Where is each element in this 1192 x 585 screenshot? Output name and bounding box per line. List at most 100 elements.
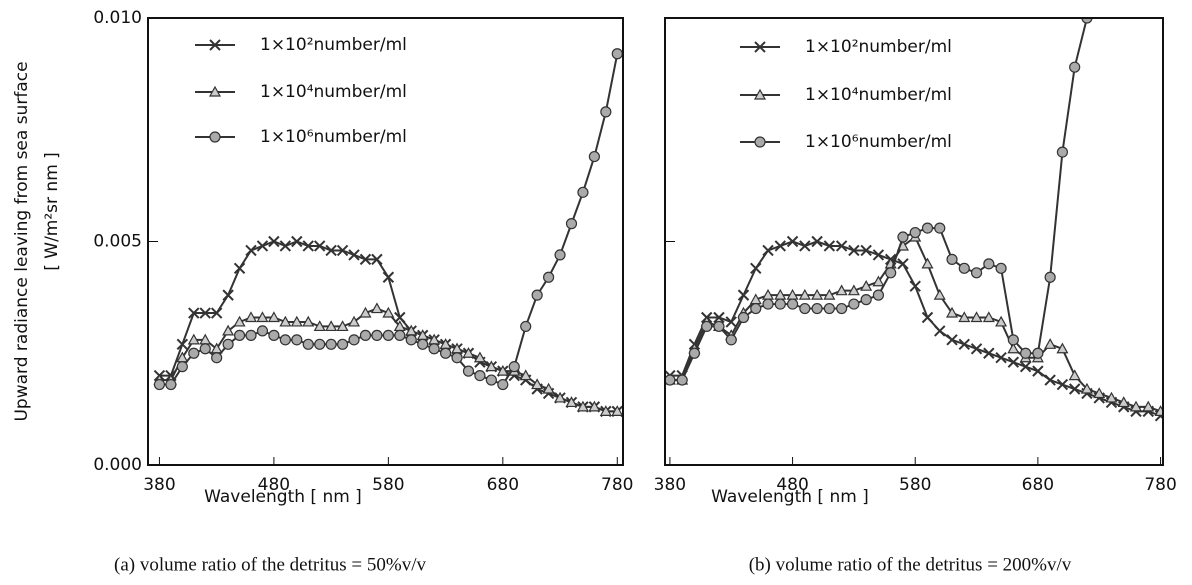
point: [885, 267, 897, 279]
point: [934, 325, 946, 337]
point: [860, 244, 872, 257]
point: [188, 347, 200, 359]
point: [208, 85, 222, 97]
point: [336, 244, 349, 257]
point: [359, 253, 372, 266]
point: [909, 226, 921, 239]
point: [233, 315, 246, 327]
point: [762, 298, 774, 310]
point: [245, 244, 257, 257]
point: [774, 298, 786, 310]
point: [983, 258, 995, 270]
point: [473, 351, 486, 363]
point: [199, 343, 211, 355]
point: [371, 253, 383, 266]
point: [577, 186, 589, 198]
x-axis-title: Wavelength [ nm ]: [204, 487, 362, 507]
point: [1056, 378, 1069, 391]
point: [995, 352, 1007, 364]
point: [1056, 146, 1069, 158]
point: [754, 136, 766, 148]
point: [554, 391, 567, 403]
point: [279, 240, 292, 252]
point: [325, 338, 337, 350]
point: [359, 306, 372, 318]
x-tick-label: 580: [899, 475, 931, 495]
point: [474, 370, 486, 382]
point: [713, 311, 725, 324]
point: [370, 302, 383, 314]
point: [823, 302, 835, 315]
point: [860, 279, 873, 291]
point: [268, 329, 280, 341]
y-axis-title: Upward radiance leaving from sea surface: [12, 61, 32, 421]
point: [1068, 383, 1081, 395]
point: [576, 400, 589, 412]
point: [823, 240, 836, 252]
point: [897, 258, 909, 270]
point: [462, 365, 475, 377]
point: [199, 307, 211, 319]
point: [233, 329, 246, 341]
point: [995, 315, 1008, 327]
point: [811, 235, 823, 248]
point: [290, 315, 303, 327]
point: [983, 347, 995, 359]
point: [210, 307, 223, 319]
point: [1069, 61, 1081, 73]
point: [371, 329, 383, 341]
y-axis-unit: [ W/m²sr nm ]: [42, 152, 62, 271]
point: [382, 329, 394, 341]
point: [1007, 334, 1019, 346]
point: [417, 338, 429, 350]
point: [325, 320, 338, 332]
point: [302, 315, 315, 327]
point: [279, 334, 291, 346]
point: [1007, 342, 1020, 354]
x-tick-label: 580: [372, 475, 404, 495]
point: [970, 343, 983, 355]
point: [291, 235, 303, 248]
plot-area: [665, 18, 1163, 422]
point: [176, 338, 189, 351]
point: [753, 88, 767, 100]
point: [835, 240, 848, 252]
point: [848, 244, 860, 257]
x-axis-title: Wavelength [ nm ]: [711, 487, 869, 507]
point: [921, 257, 934, 269]
point: [222, 324, 235, 336]
point: [531, 289, 543, 301]
x-tick-label: 680: [487, 475, 519, 495]
point: [848, 298, 860, 310]
point: [786, 298, 799, 310]
point: [565, 218, 578, 230]
point: [531, 378, 544, 390]
point: [737, 311, 750, 324]
panel: 380 480 580 680 780 1×10²number/ml 1×10⁴number…: [654, 17, 1177, 575]
point: [279, 315, 292, 327]
point: [176, 361, 188, 373]
point: [153, 378, 166, 391]
point: [325, 244, 337, 257]
point: [737, 289, 750, 301]
point: [439, 347, 452, 359]
legend-label: 1×10⁴number/ml: [805, 85, 952, 105]
point: [211, 352, 223, 364]
point: [348, 249, 360, 261]
point: [382, 271, 395, 283]
y-tick-label: 0.005: [93, 232, 142, 252]
point: [1044, 338, 1057, 349]
point: [268, 235, 280, 248]
point: [302, 338, 314, 350]
point: [313, 240, 326, 252]
point: [921, 311, 934, 324]
point: [1056, 342, 1069, 354]
point: [359, 329, 372, 341]
point: [554, 249, 566, 261]
point: [799, 240, 811, 252]
series-line: [669, 18, 1088, 382]
y-tick-label: 0.000: [93, 455, 142, 475]
point: [611, 48, 623, 60]
x-tick-label: 480: [776, 475, 808, 495]
point: [958, 262, 970, 274]
